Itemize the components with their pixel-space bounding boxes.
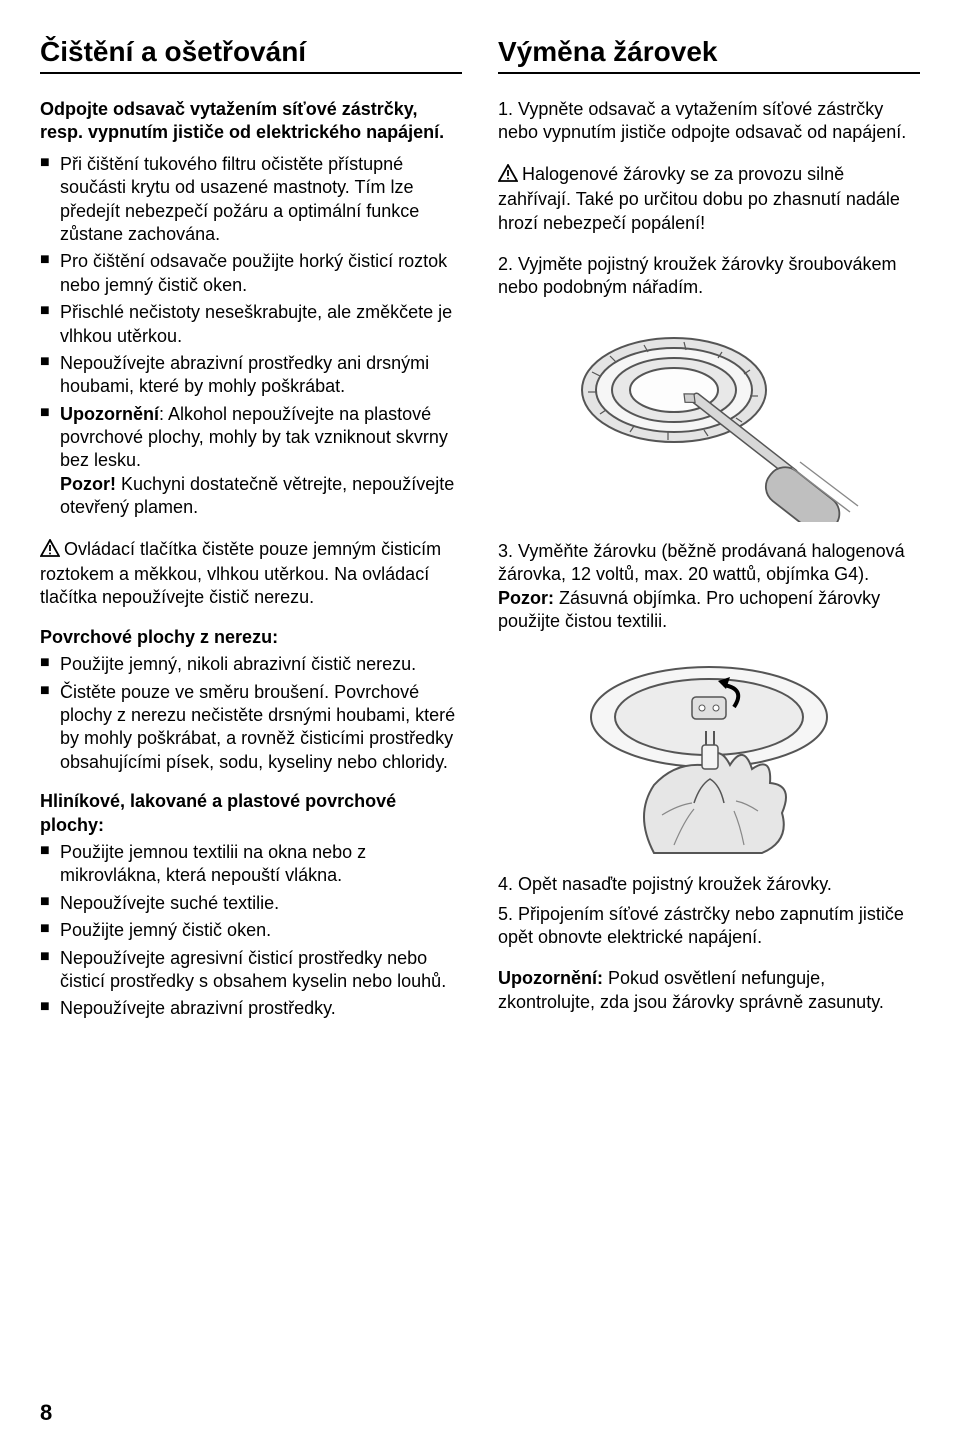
left-bullet: Použijte jemnou textilii na okna nebo z …: [40, 841, 462, 888]
note-label: Upozornění:: [498, 968, 603, 988]
left-column: Čištění a ošetřování Odpojte odsavač vyt…: [40, 36, 462, 1025]
right-step-1: 1. Vypněte odsavač a vytažením síťové zá…: [498, 98, 920, 145]
figure-bulb: [498, 645, 920, 855]
right-warning: Halogenové žárovky se za provozu silně z…: [498, 163, 920, 235]
left-warning: Ovládací tlačítka čistěte pouze jemným č…: [40, 538, 462, 610]
left-bullet: Přischlé nečistoty neseškrabujte, ale zm…: [40, 301, 462, 348]
pozor-label: Pozor!: [60, 474, 116, 494]
left-subhead-2: Hliníkové, lakované a plastové povrchové…: [40, 790, 462, 837]
right-step-4: 4. Opět nasaďte pojistný kroužek žárovky…: [498, 873, 920, 896]
warning-triangle-icon: [40, 539, 60, 563]
left-bullet: Nepoužívejte abrazivní prostředky ani dr…: [40, 352, 462, 399]
left-intro: Odpojte odsavač vytažením síťové zástrčk…: [40, 98, 462, 145]
left-bullet: Pro čištění odsavače použijte horký čist…: [40, 250, 462, 297]
left-bullet: Nepoužívejte agresivní čisticí prostředk…: [40, 947, 462, 994]
left-heading: Čištění a ošetřování: [40, 36, 462, 74]
left-bullet: Použijte jemný čistič oken.: [40, 919, 462, 942]
left-bullet: Čistěte pouze ve směru broušení. Povrcho…: [40, 681, 462, 775]
right-step-5: 5. Připojením síťové zástrčky nebo zapnu…: [498, 903, 920, 950]
left-warn-text: Ovládací tlačítka čistěte pouze jemným č…: [40, 539, 441, 608]
right-column: Výměna žárovek 1. Vypněte odsavač a vyta…: [498, 36, 920, 1025]
left-bullet: Při čištění tukového filtru očistěte pří…: [40, 153, 462, 247]
step3-text-a: 3. Vyměňte žárovku (běžně prodávaná halo…: [498, 541, 905, 584]
page-number: 8: [40, 1400, 52, 1426]
left-bullet-upoz: Upozornění: Alkohol nepoužívejte na plas…: [40, 403, 462, 520]
right-step-3: 3. Vyměňte žárovku (běžně prodávaná halo…: [498, 540, 920, 634]
warning-triangle-icon: [498, 164, 518, 188]
step3-pozor-label: Pozor:: [498, 588, 554, 608]
right-warn-text: Halogenové žárovky se za provozu silně z…: [498, 164, 900, 233]
left-bullet: Nepoužívejte abrazivní prostředky.: [40, 997, 462, 1020]
figure-screwdriver: [498, 312, 920, 522]
left-bullet: Použijte jemný, nikoli abrazivní čistič …: [40, 653, 462, 676]
right-note: Upozornění: Pokud osvětlení nefunguje, z…: [498, 967, 920, 1014]
right-heading: Výměna žárovek: [498, 36, 920, 74]
upoz-label: Upozornění: [60, 404, 159, 424]
left-subhead-1: Povrchové plochy z nerezu:: [40, 626, 462, 649]
right-step-2: 2. Vyjměte pojistný kroužek žárovky šrou…: [498, 253, 920, 300]
pozor-text: Kuchyni dostatečně větrejte, nepoužívejt…: [60, 474, 454, 517]
step3-text-b: Zásuvná objímka. Pro uchopení žárovky po…: [498, 588, 880, 631]
left-bullet: Nepoužívejte suché textilie.: [40, 892, 462, 915]
